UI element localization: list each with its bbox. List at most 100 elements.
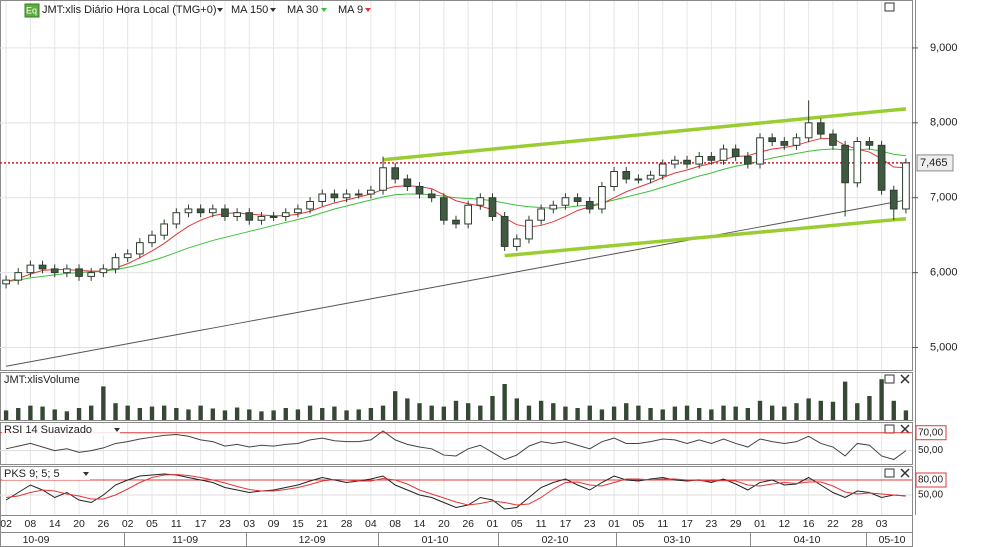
trendline [504, 216, 907, 258]
badge-box [24, 3, 40, 18]
candle-body [123, 253, 132, 259]
tick-label-box [915, 472, 947, 488]
title-bg [2, 468, 90, 480]
candle-body [379, 167, 387, 191]
dropdown-arrow[interactable] [114, 428, 120, 432]
legend-entry[interactable]: MA 9 [338, 4, 363, 16]
candle-body [549, 204, 558, 210]
volume-bar [587, 405, 592, 420]
candle-body [889, 189, 898, 210]
volume-bar [3, 410, 9, 420]
volume-bar [672, 406, 678, 420]
dropdown-arrow[interactable] [83, 472, 89, 476]
x-tick-label: 23 [706, 518, 718, 530]
volume-bar [113, 403, 118, 420]
volume-bar [186, 409, 191, 420]
panel-close[interactable] [900, 374, 910, 384]
dropdown-arrow[interactable] [217, 8, 223, 12]
badge: Eq [26, 5, 37, 15]
volume-bar [28, 405, 33, 420]
volume-bar [271, 410, 276, 420]
x-tick-label: 01 [608, 518, 620, 530]
volume-bar [320, 408, 325, 420]
volume-bar [429, 405, 434, 420]
candle-body [512, 238, 521, 247]
x-tick-label: 21 [316, 518, 328, 530]
candle-body [488, 197, 497, 217]
volume-bar [64, 411, 70, 420]
dropdown-arrow[interactable] [321, 8, 327, 12]
y-tick-label: 5,000 [930, 341, 958, 353]
volume-bar [636, 405, 641, 420]
dropdown-arrow[interactable] [270, 8, 276, 12]
candle-body [2, 279, 10, 285]
x-tick-label: 12 [778, 518, 790, 530]
x-tick-label: 02 [122, 518, 134, 530]
last-price-box [916, 154, 954, 172]
legend-entry[interactable]: MA 150 [231, 4, 268, 16]
candle-body [585, 200, 594, 210]
volume-bar [514, 398, 519, 420]
panel-maximize[interactable] [884, 2, 895, 12]
x-tick-label: 03 [876, 518, 888, 530]
x-tick-label: 17 [681, 518, 693, 530]
oscillator-line [5, 473, 906, 510]
volume-bar [830, 401, 836, 420]
volume-bar [441, 406, 447, 420]
volume-bar [733, 406, 738, 420]
panel-maximize[interactable] [884, 374, 895, 384]
volume-bar [405, 398, 410, 420]
volume-bar [40, 406, 45, 420]
candle-body [658, 163, 667, 176]
candle-body [683, 159, 691, 165]
moving-average [5, 199, 907, 367]
volume-bar [380, 405, 386, 420]
month-label: 01-10 [422, 534, 449, 546]
volume-bar [709, 409, 714, 420]
candle-body [14, 272, 23, 281]
volume-bar [818, 400, 823, 420]
candle-body [902, 162, 910, 210]
x-tick-label: 28 [341, 518, 353, 530]
candle-body [135, 242, 144, 255]
trendline [382, 107, 907, 162]
candle-body [99, 268, 108, 274]
panel-maximize[interactable] [884, 468, 895, 478]
candle-body [75, 268, 83, 277]
candle-body [403, 178, 412, 187]
y-tick-label: 80,00 [918, 475, 943, 486]
volume-bar [52, 409, 57, 420]
y-tick-label: 9,000 [930, 42, 958, 54]
candle-body [707, 156, 716, 161]
volume-bar [855, 403, 860, 420]
y-tick-label: 50,00 [918, 490, 943, 501]
moving-average [6, 148, 906, 283]
dropdown-arrow[interactable] [365, 8, 371, 12]
x-tick-label: 08 [389, 518, 401, 530]
volume-bar [161, 405, 167, 420]
volume-bar [198, 405, 203, 420]
candle-body [221, 208, 229, 217]
candle-body [525, 219, 533, 240]
month-label: 05-10 [879, 534, 906, 546]
x-tick-label: 29 [730, 518, 742, 530]
panel-close[interactable] [900, 468, 910, 478]
title-bg [2, 424, 120, 436]
candle-body [281, 212, 290, 217]
candle-body [610, 171, 618, 187]
volume-bar [332, 406, 337, 420]
volume-bar [344, 410, 349, 420]
volume-bar [307, 405, 313, 420]
candle-body [306, 200, 314, 210]
candle-body [269, 215, 278, 218]
volume-bar [453, 400, 459, 420]
volume-bar [648, 408, 653, 420]
panel-close[interactable] [900, 424, 910, 434]
volume-bar [879, 379, 884, 420]
panel-frame [0, 372, 913, 421]
legend-entry[interactable]: MA 30 [287, 4, 318, 16]
candle-body [294, 208, 302, 214]
x-tick-label: 14 [49, 518, 61, 530]
volume-bar [490, 396, 495, 420]
candle-body [427, 193, 436, 199]
